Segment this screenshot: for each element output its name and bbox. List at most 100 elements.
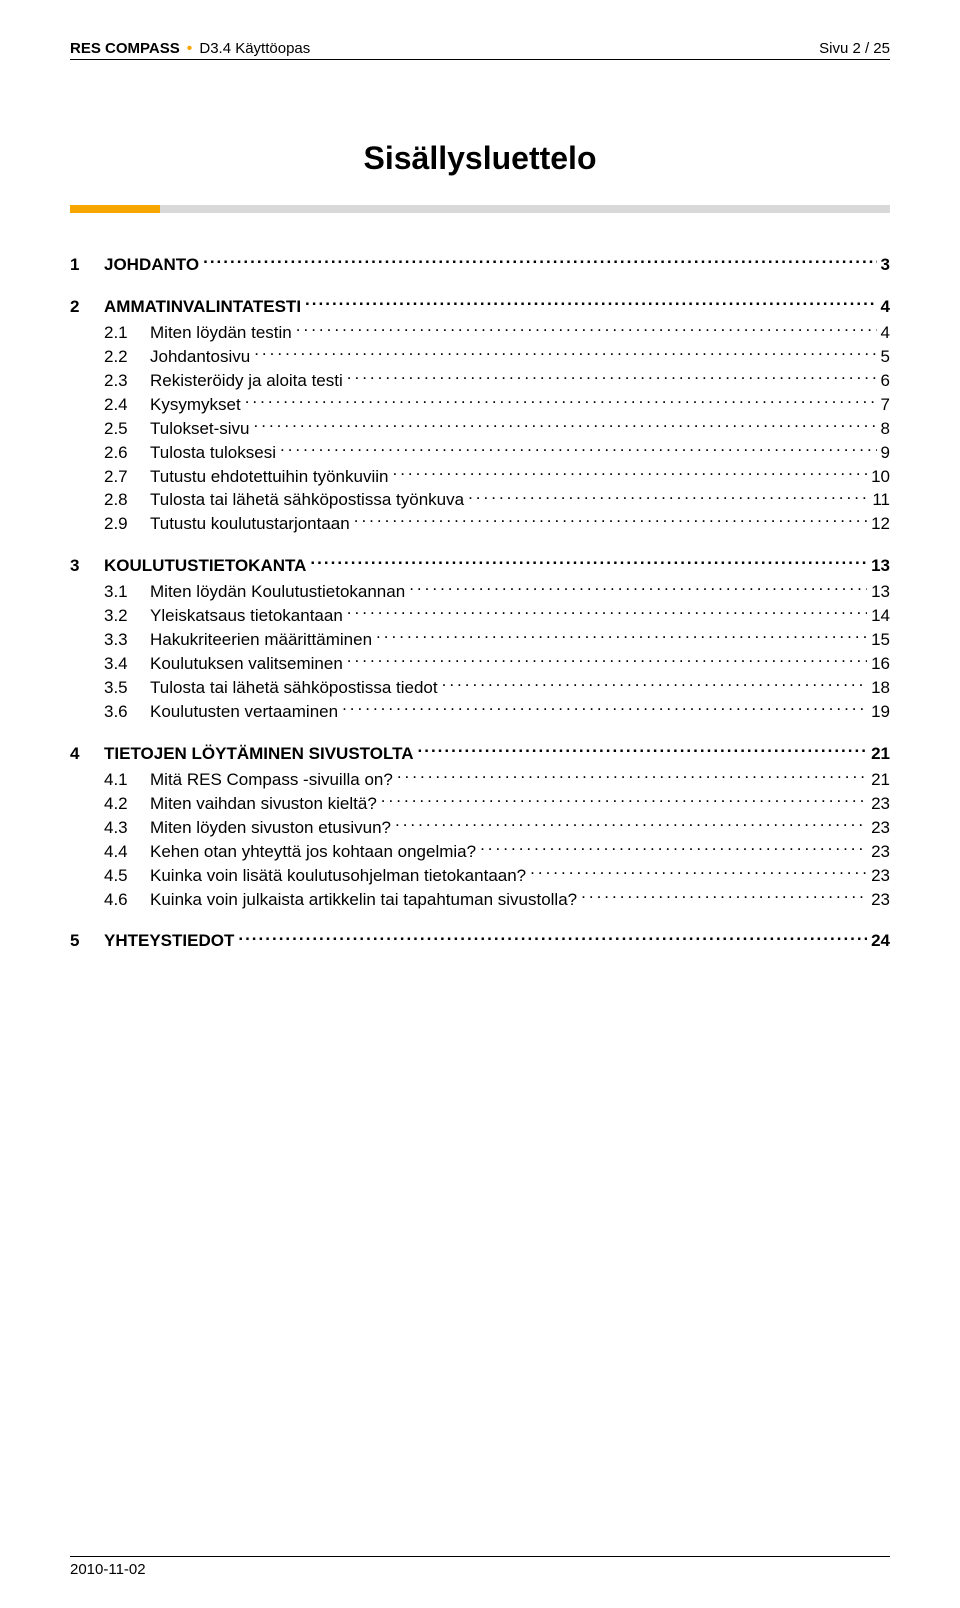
toc-entry-number: 4 [70, 743, 104, 766]
toc-leader [468, 488, 868, 505]
toc-leader [397, 768, 867, 785]
toc-leader [310, 554, 867, 571]
toc-leader [347, 369, 877, 386]
toc-entry-number: 2.5 [104, 418, 150, 441]
toc-leader [254, 345, 876, 362]
toc-section: 3KOULUTUSTIETOKANTA133.1Miten löydän Kou… [70, 554, 890, 724]
toc-entry-l2[interactable]: 3.3Hakukriteerien määrittäminen15 [70, 628, 890, 652]
toc-entry-label: TIETOJEN LÖYTÄMINEN SIVUSTOLTA [104, 743, 414, 766]
toc-entry-page: 10 [871, 466, 890, 489]
toc-entry-label: Kuinka voin julkaista artikkelin tai tap… [150, 889, 577, 912]
table-of-contents: 1JOHDANTO32AMMATINVALINTATESTI42.1Miten … [70, 253, 890, 971]
toc-entry-l2[interactable]: 2.4Kysymykset 7 [70, 393, 890, 417]
toc-entry-l2[interactable]: 2.7Tutustu ehdotettuihin työnkuviin10 [70, 465, 890, 489]
toc-entry-label: Tulosta tuloksesi [150, 442, 276, 465]
header-brand: RES COMPASS [70, 40, 180, 57]
toc-entry-page: 11 [872, 489, 890, 512]
toc-leader [392, 465, 867, 482]
toc-leader [581, 888, 867, 905]
toc-entry-number: 3.3 [104, 629, 150, 652]
toc-entry-l2[interactable]: 4.2Miten vaihdan sivuston kieltä? 23 [70, 792, 890, 816]
toc-entry-l2[interactable]: 2.1Miten löydän testin4 [70, 321, 890, 345]
toc-entry-page: 21 [871, 769, 890, 792]
toc-entry-l2[interactable]: 3.6Koulutusten vertaaminen 19 [70, 700, 890, 724]
toc-entry-l2[interactable]: 2.8Tulosta tai lähetä sähköpostissa työn… [70, 488, 890, 512]
toc-entry-l2[interactable]: 2.2Johdantosivu5 [70, 345, 890, 369]
toc-entry-number: 4.3 [104, 817, 150, 840]
toc-leader [254, 417, 877, 434]
toc-entry-l2[interactable]: 4.3Miten löyden sivuston etusivun? 23 [70, 816, 890, 840]
toc-entry-l2[interactable]: 2.3Rekisteröidy ja aloita testi6 [70, 369, 890, 393]
toc-entry-number: 3.6 [104, 701, 150, 724]
toc-entry-number: 2 [70, 296, 104, 319]
toc-entry-l2[interactable]: 2.9Tutustu koulutustarjontaan12 [70, 512, 890, 536]
page-title: Sisällysluettelo [70, 140, 890, 177]
toc-entry-l1[interactable]: 4TIETOJEN LÖYTÄMINEN SIVUSTOLTA21 [70, 742, 890, 766]
toc-entry-label: Johdantosivu [150, 346, 250, 369]
toc-leader [409, 580, 867, 597]
header-page-label: Sivu 2 / 25 [819, 40, 890, 57]
toc-leader [354, 512, 867, 529]
toc-entry-l1[interactable]: 1JOHDANTO 3 [70, 253, 890, 277]
toc-entry-label: JOHDANTO [104, 254, 199, 277]
toc-entry-l2[interactable]: 4.5Kuinka voin lisätä koulutusohjelman t… [70, 864, 890, 888]
toc-section: 4TIETOJEN LÖYTÄMINEN SIVUSTOLTA214.1Mitä… [70, 742, 890, 912]
toc-leader [342, 700, 867, 717]
toc-entry-l2[interactable]: 3.5Tulosta tai lähetä sähköpostissa tied… [70, 676, 890, 700]
toc-entry-label: Kysymykset [150, 394, 241, 417]
toc-leader [245, 393, 877, 410]
toc-entry-page: 12 [871, 513, 890, 536]
toc-entry-label: Miten löydän Koulutustietokannan [150, 581, 405, 604]
toc-entry-number: 3.4 [104, 653, 150, 676]
toc-entry-l1[interactable]: 3KOULUTUSTIETOKANTA13 [70, 554, 890, 578]
toc-entry-number: 2.8 [104, 489, 150, 512]
toc-entry-page: 7 [881, 394, 890, 417]
toc-entry-page: 23 [871, 817, 890, 840]
toc-entry-label: Miten löyden sivuston etusivun? [150, 817, 391, 840]
toc-entry-number: 1 [70, 254, 104, 277]
toc-section: 1JOHDANTO 3 [70, 253, 890, 277]
toc-entry-page: 23 [871, 865, 890, 888]
toc-entry-number: 2.7 [104, 466, 150, 489]
accent-bar [70, 205, 890, 213]
toc-entry-l1[interactable]: 5YHTEYSTIEDOT24 [70, 929, 890, 953]
toc-entry-l2[interactable]: 4.1Mitä RES Compass -sivuilla on?21 [70, 768, 890, 792]
toc-entry-label: Koulutusten vertaaminen [150, 701, 338, 724]
toc-entry-label: Tulosta tai lähetä sähköpostissa työnkuv… [150, 489, 464, 512]
toc-entry-number: 2.4 [104, 394, 150, 417]
toc-entry-number: 4.6 [104, 889, 150, 912]
toc-entry-l1[interactable]: 2AMMATINVALINTATESTI 4 [70, 295, 890, 319]
toc-entry-l2[interactable]: 4.4Kehen otan yhteyttä jos kohtaan ongel… [70, 840, 890, 864]
footer-date: 2010-11-02 [70, 1561, 146, 1578]
toc-entry-label: AMMATINVALINTATESTI [104, 296, 301, 319]
header: RES COMPASS • D3.4 Käyttöopas Sivu 2 / 2… [70, 40, 890, 60]
toc-entry-l2[interactable]: 2.5Tulokset-sivu8 [70, 417, 890, 441]
toc-entry-l2[interactable]: 3.2Yleiskatsaus tietokantaan14 [70, 604, 890, 628]
toc-leader [280, 441, 877, 458]
toc-entry-number: 3.2 [104, 605, 150, 628]
toc-entry-number: 2.3 [104, 370, 150, 393]
toc-entry-l2[interactable]: 3.4Koulutuksen valitseminen16 [70, 652, 890, 676]
toc-leader [480, 840, 867, 857]
header-left: RES COMPASS • D3.4 Käyttöopas [70, 40, 310, 57]
toc-entry-page: 4 [881, 296, 890, 319]
toc-entry-label: Kuinka voin lisätä koulutusohjelman tiet… [150, 865, 526, 888]
toc-leader [530, 864, 867, 881]
header-doc-code: D3.4 Käyttöopas [199, 40, 310, 57]
toc-entry-number: 4.2 [104, 793, 150, 816]
toc-entry-page: 19 [871, 701, 890, 724]
toc-entry-label: Miten vaihdan sivuston kieltä? [150, 793, 377, 816]
toc-entry-number: 2.9 [104, 513, 150, 536]
toc-leader [395, 816, 867, 833]
toc-entry-l2[interactable]: 2.6Tulosta tuloksesi9 [70, 441, 890, 465]
toc-leader [442, 676, 867, 693]
toc-entry-page: 13 [871, 581, 890, 604]
toc-entry-page: 23 [871, 793, 890, 816]
toc-entry-l2[interactable]: 4.6Kuinka voin julkaista artikkelin tai … [70, 888, 890, 912]
toc-leader [381, 792, 867, 809]
toc-entry-label: KOULUTUSTIETOKANTA [104, 555, 306, 578]
toc-entry-number: 4.4 [104, 841, 150, 864]
toc-entry-label: Miten löydän testin [150, 322, 292, 345]
toc-entry-l2[interactable]: 3.1Miten löydän Koulutustietokannan13 [70, 580, 890, 604]
toc-entry-page: 3 [881, 254, 890, 277]
